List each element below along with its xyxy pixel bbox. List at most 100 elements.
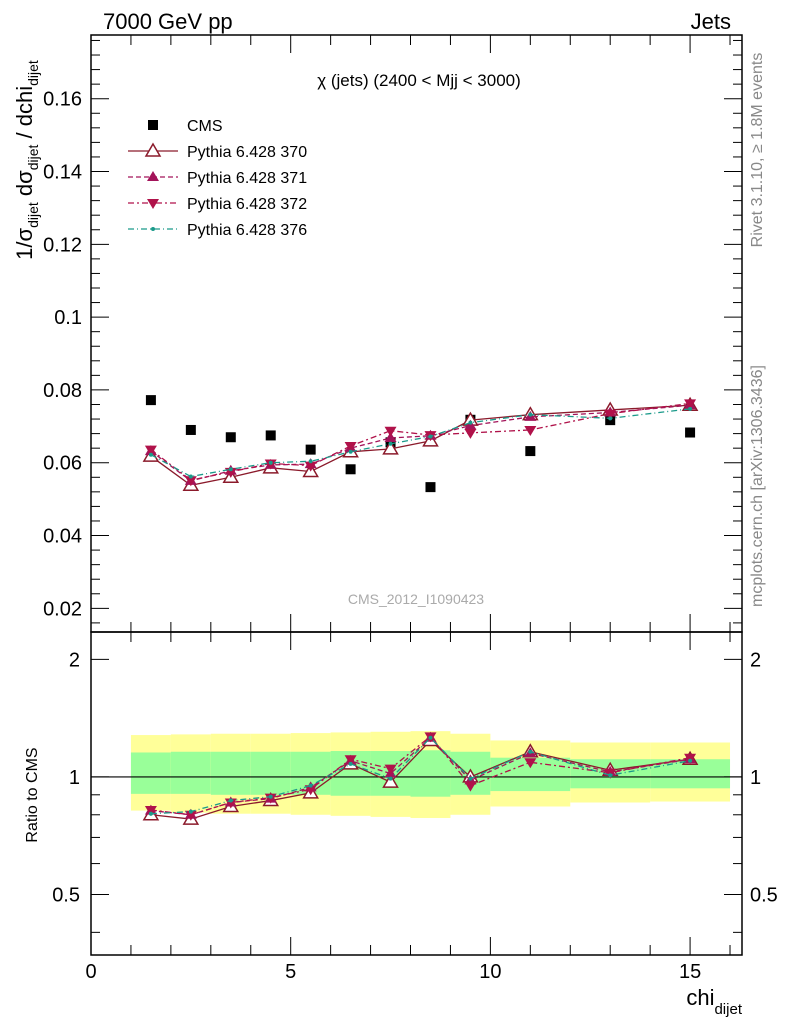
ratio-series-line [150,739,691,820]
legend-marker [147,199,159,209]
ratio-ylabel: Ratio to CMS [24,747,41,842]
ratio-band-inner [130,752,171,794]
main-data-point [384,431,397,442]
ratio-data-point [188,809,193,814]
ratio-data-point [384,764,397,775]
main-title: χ (jets) (2400 < Mjj < 3000) [317,71,521,90]
ratio-data-point [308,783,313,788]
legend: CMS Pythia 6.428 370 Pythia 6.428 371 Pythi… [128,118,307,239]
main-y-tick-label: 0.04 [43,526,82,548]
ratio-band-inner [170,751,211,794]
main-data-point [685,427,696,438]
ratio-data-point [464,781,477,792]
x-axis-label-sub: dijet [714,1001,742,1018]
ratio-frame [90,631,743,956]
ratio-data-point [344,755,357,766]
header-left: 7000 GeV pp [103,9,233,34]
ratio-data-point [184,810,197,821]
legend-entry: Pythia 6.428 371 [128,170,307,187]
legend-label: CMS [187,118,223,135]
side-label-bottom: mcplots.cern.ch [arXiv:1306.3436] [749,365,766,607]
x-tick-label: 10 [479,961,501,983]
main-data-point [382,440,399,455]
legend-entry: Pythia 6.428 376 [128,222,307,239]
main-data-point [265,430,276,441]
x-axis-label: chidijet [686,985,742,1018]
main-data-point [388,441,393,446]
main-data-point [308,459,313,464]
ratio-band-inner [410,750,451,797]
main-series-line [150,408,691,478]
ratio-series-line [150,736,691,815]
ratio-data-point [388,776,393,781]
main-series-line [150,402,691,481]
ratio-data-point [428,735,433,740]
ratio-data-point [684,753,697,764]
legend-entry: Pythia 6.428 370 [128,142,307,161]
main-data-point [468,420,473,425]
x-axis-label-main: chi [686,985,714,1010]
ratio-panel: 0.5 0.5 1 1 2 2 0 5 10 15 Ratio to CMS chidijet [24,631,778,1018]
main-data-point [145,395,156,406]
ratio-data-point [348,761,353,766]
legend-label: Pythia 6.428 376 [187,222,307,239]
main-data-point [428,434,433,439]
main-y-tick-label: 0.14 [43,162,82,184]
ratio-y-tick-label-left: 0.5 [52,885,80,907]
main-y-tick-label: 0.12 [43,234,82,256]
legend-marker [147,171,159,181]
main-y-tick-label: 0.02 [43,598,82,620]
main-data-point [345,464,356,475]
main-data-point [684,399,697,410]
main-data-point [268,460,273,465]
x-tick-label: 0 [85,961,96,983]
main-data-point [184,476,197,487]
ratio-data-point [382,773,399,788]
main-data-point [228,467,233,472]
main-data-point [425,482,436,493]
main-data-point [688,406,693,411]
main-data-point [305,444,316,455]
ratio-y-tick-label-right: 0.5 [750,885,778,907]
main-series-376 [148,406,693,479]
main-data-point [384,426,397,437]
main-data-point [604,409,617,420]
legend-marker [144,142,162,157]
x-tick-label: 15 [679,961,701,983]
legend-entry: Pythia 6.428 372 [128,196,307,213]
ratio-data-point [528,749,533,754]
ratio-series-376 [148,735,693,816]
main-series-line [150,404,691,486]
main-data-point [304,461,317,472]
ratio-data-point [524,758,537,769]
main-data-point [348,449,353,454]
main-data-point [144,445,157,456]
ratio-data-point [144,805,157,816]
legend-label: Pythia 6.428 372 [187,196,307,213]
main-series-line [150,404,691,482]
main-ylabel: 1/σdijet dσdijet / dchidijet [12,60,41,260]
main-data-point [528,412,533,417]
x-tick-label: 5 [285,961,296,983]
ratio-series-372 [144,732,697,821]
ratio-series-line [150,735,691,816]
main-y-tick-label: 0.08 [43,380,82,402]
main-data-point [188,474,193,479]
ratio-y-tick-label-right: 1 [750,767,761,789]
ratio-data-point [468,776,473,781]
ratio-y-tick-label-left: 2 [69,649,80,671]
ratio-band-inner [250,751,291,795]
watermark: CMS_2012_I1090423 [348,591,484,607]
main-data-point [185,424,196,435]
legend-marker [151,227,155,231]
ratio-data-point [268,794,273,799]
header-right: Jets [691,9,731,34]
main-data-point [464,428,477,439]
main-y-tick-label: 0.06 [43,453,82,475]
ratio-data-point [148,811,153,816]
main-data-point [524,425,537,436]
ratio-data-point [688,758,693,763]
main-data-point [225,432,236,443]
legend-label: Pythia 6.428 370 [187,144,307,161]
